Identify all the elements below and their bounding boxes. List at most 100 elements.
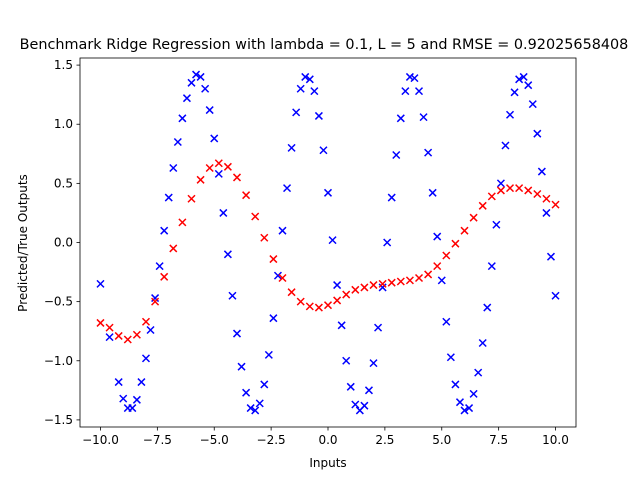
series-1-point [283, 184, 292, 193]
series-1-point [533, 129, 542, 138]
series-2-point [214, 159, 223, 168]
series-2-point [323, 301, 333, 310]
series-1-point [342, 356, 351, 365]
series-1-point [387, 193, 396, 202]
plot-area: −10.0 −7.5 −5.0 −2.5 0.0 2.5 5.0 7.5 10.0 −1.5 −1.… [44, 57, 577, 447]
series-2-point [505, 184, 515, 193]
series-1-point [214, 169, 223, 178]
series-1-point [455, 398, 464, 407]
series-1-point [337, 321, 346, 330]
series-2-point [305, 302, 314, 311]
series-1-point [296, 84, 305, 93]
series-1-point [333, 281, 342, 290]
series-2-point [232, 173, 242, 182]
series-1-point [510, 88, 519, 97]
series-1-point [187, 78, 196, 87]
series-2-point [342, 290, 351, 299]
series-1-point [419, 113, 428, 122]
series-1-point [528, 100, 537, 109]
series-2-point [269, 255, 278, 264]
series-1-point [219, 208, 228, 217]
x-axis-label: Inputs [309, 456, 346, 470]
series-2-point [387, 278, 396, 287]
series-2-point [287, 288, 296, 297]
series-1-point [383, 238, 392, 247]
series-1-point [201, 84, 210, 93]
series-2-point [369, 281, 378, 290]
series-1-point [424, 148, 433, 157]
series-2-point [414, 273, 424, 283]
series-2-point [278, 273, 287, 283]
series-1-point [351, 400, 360, 409]
series-1-point [228, 291, 237, 300]
series-1-point [551, 291, 560, 300]
series-2-point [105, 323, 114, 332]
x-tick-label: 0.0 [318, 433, 337, 447]
series-1-point [192, 70, 201, 79]
series-1-point [278, 226, 287, 235]
series-1-point [182, 94, 191, 103]
y-tick-label: −0.5 [44, 295, 73, 309]
series-1-point [255, 399, 264, 408]
x-tick-label: 7.5 [489, 433, 508, 447]
series-1-point [242, 388, 251, 397]
series-2-point [132, 330, 141, 339]
series-1-point [515, 75, 524, 84]
series-1-point [496, 179, 505, 188]
series-1-point [164, 193, 173, 202]
series-1-point [542, 208, 551, 217]
series-1-point [519, 72, 528, 81]
series-1-point [537, 167, 546, 176]
series-1-point [141, 354, 151, 363]
series-2-point [251, 212, 260, 221]
series-1-point [269, 314, 278, 323]
series-1-point [264, 350, 273, 359]
series-1-point [328, 236, 337, 245]
series-1-point [401, 87, 410, 96]
series-1-point [132, 395, 141, 404]
series-2-point [187, 194, 196, 203]
series-1-point [374, 323, 383, 332]
series-1-point [246, 404, 255, 413]
series-1-point [428, 188, 437, 197]
series-1-point [410, 74, 419, 83]
series-1-point [414, 87, 424, 96]
x-tick-label: −7.5 [143, 433, 172, 447]
series-2-point [351, 285, 360, 294]
series-1-point [323, 188, 333, 197]
y-axis-label: Predicted/True Outputs [16, 174, 30, 312]
series-2-point [442, 251, 451, 260]
series-1-point [128, 404, 137, 413]
series-2-point [141, 317, 151, 326]
series-2-point [515, 184, 524, 193]
series-1-point [173, 137, 182, 147]
series-1-point [169, 163, 178, 173]
series-1-point [433, 232, 442, 241]
series-1-point [223, 250, 232, 259]
series-2-point [487, 192, 496, 201]
series-2-point [496, 186, 505, 195]
series-2-point [178, 218, 187, 227]
y-tick-label: 0.5 [54, 176, 73, 190]
series-1-point [260, 380, 269, 389]
series-1-point [114, 378, 123, 387]
series-2-point [151, 297, 160, 306]
series-2-point [469, 213, 478, 222]
series-2-point [405, 276, 414, 285]
series-2-point [433, 262, 442, 271]
series-1-point [487, 262, 496, 271]
series-2-point [551, 200, 560, 209]
series-1-point [105, 333, 114, 342]
series-2-point [542, 194, 551, 203]
series-1-point [137, 378, 146, 387]
series-1-point [319, 146, 328, 155]
series-1-point [446, 353, 455, 362]
x-tick-label: −5.0 [200, 433, 229, 447]
series-1-point [346, 382, 355, 391]
chart-title: Benchmark Ridge Regression with lambda =… [20, 37, 629, 53]
series-1-point [305, 75, 314, 84]
series-1-point [392, 150, 401, 160]
series-1-point [360, 401, 369, 410]
